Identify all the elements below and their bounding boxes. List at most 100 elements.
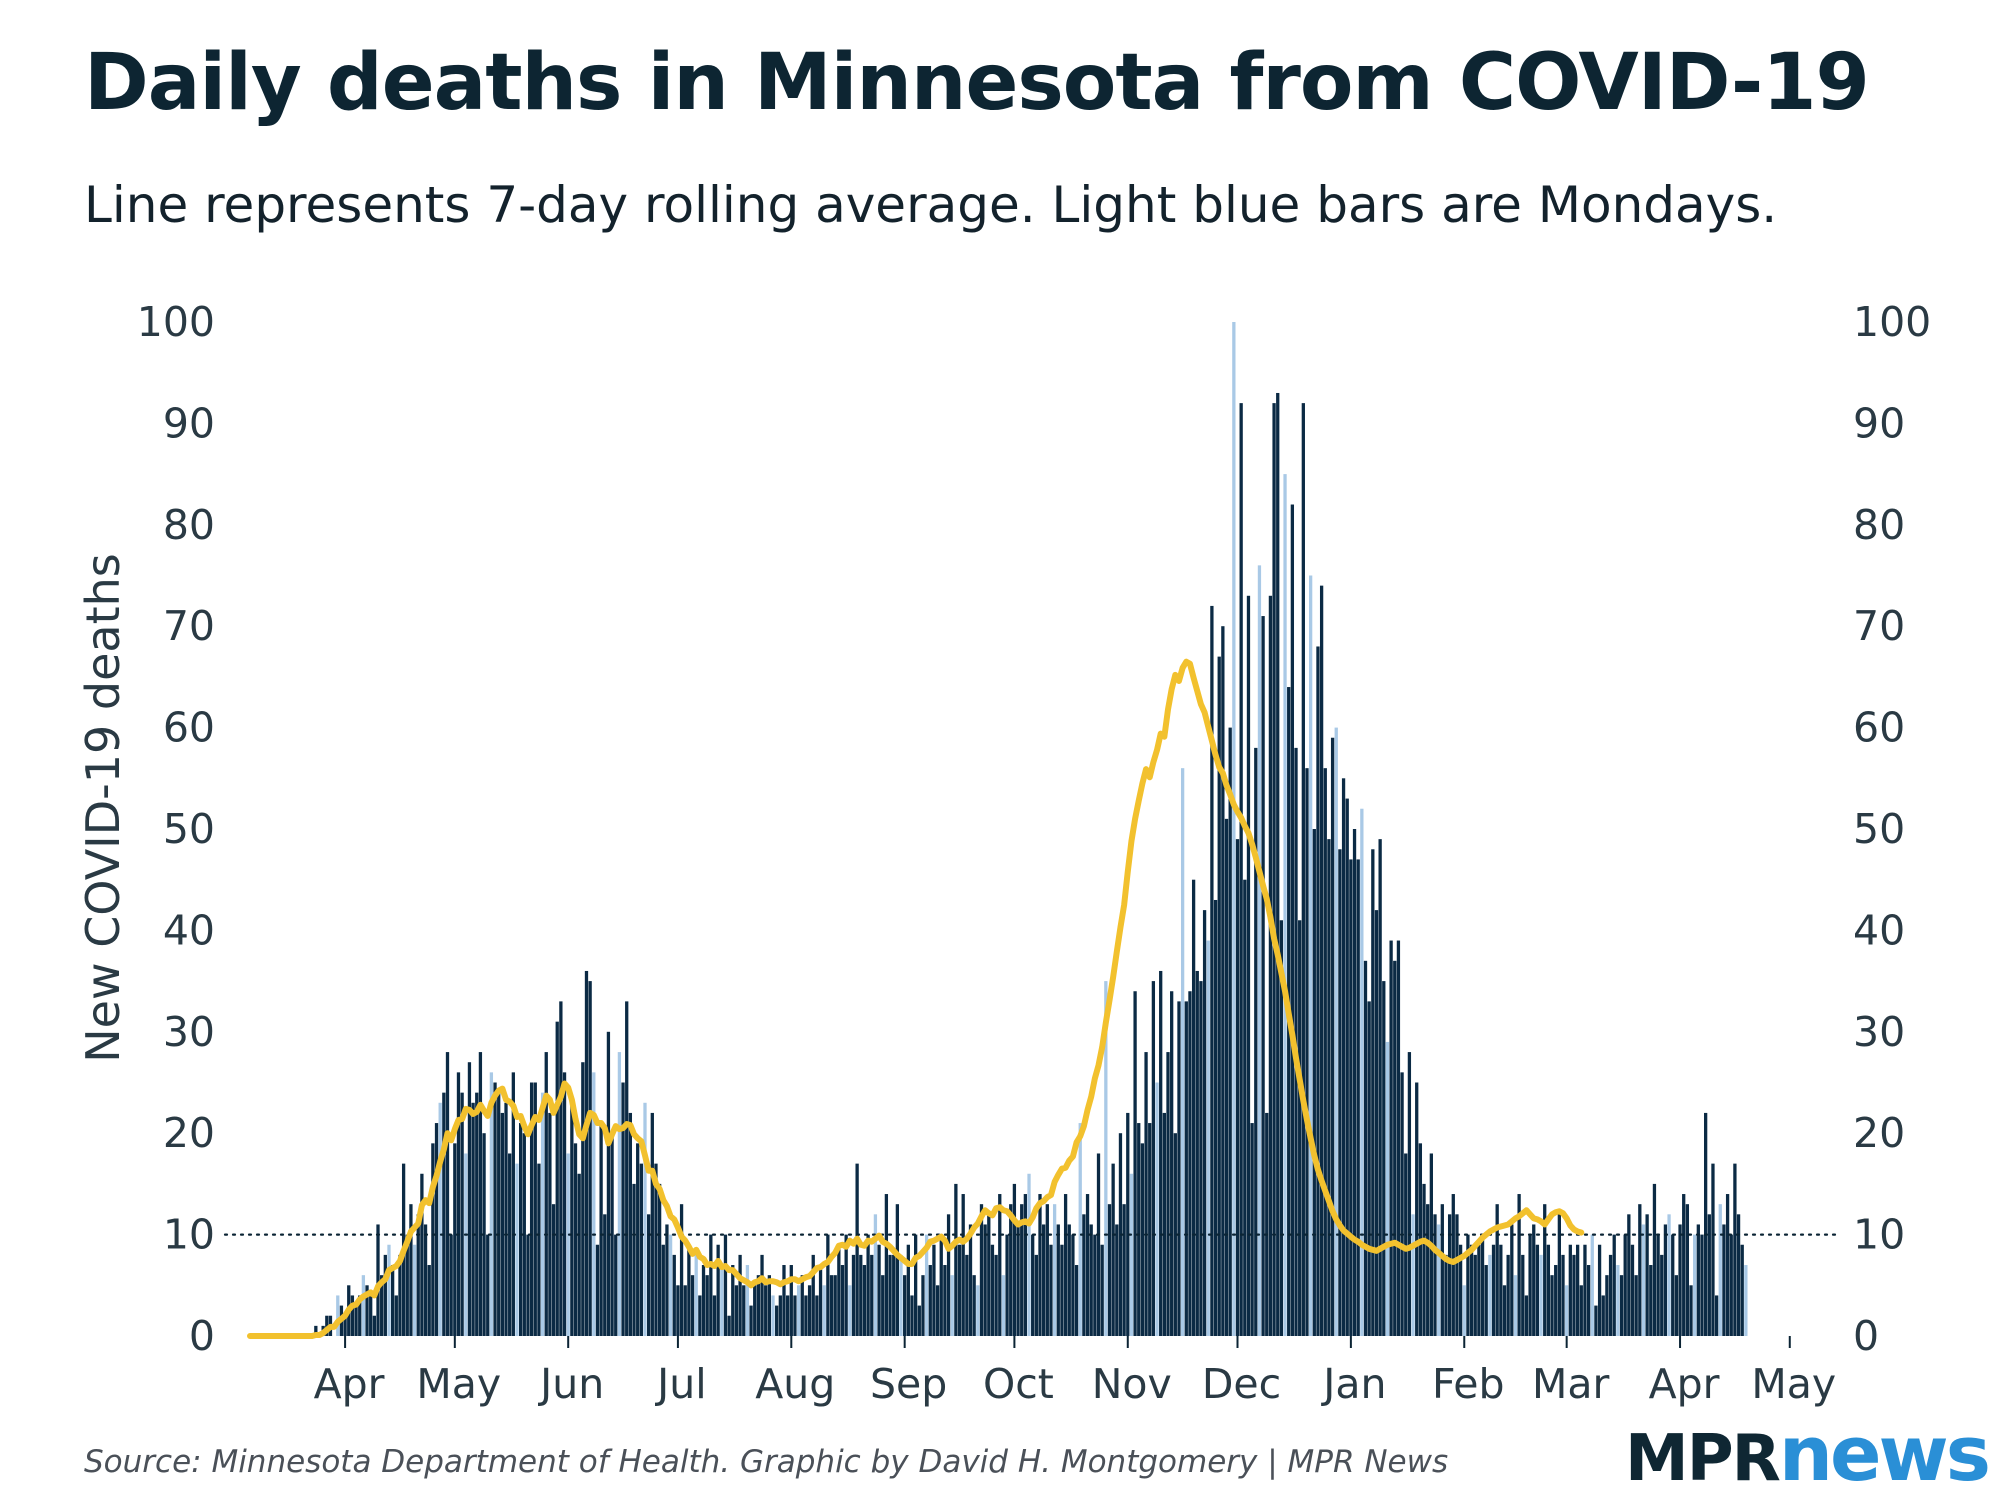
x-tick-label: Dec <box>1202 1360 1281 1408</box>
daily-bar <box>921 1275 925 1336</box>
daily-bar <box>1367 1001 1371 1336</box>
daily-bar <box>380 1275 384 1336</box>
daily-bar <box>504 1102 508 1336</box>
daily-bar <box>1104 981 1108 1336</box>
daily-bar <box>1532 1224 1536 1336</box>
daily-bar <box>1012 1183 1017 1336</box>
daily-bar <box>478 1052 483 1336</box>
daily-bar <box>848 1285 852 1336</box>
daily-bar <box>946 1214 951 1336</box>
daily-bar <box>1528 1234 1532 1336</box>
daily-bar <box>734 1285 739 1336</box>
daily-bar <box>420 1173 424 1336</box>
daily-bar <box>581 1062 585 1336</box>
daily-bar <box>1034 1254 1038 1336</box>
daily-bar <box>1543 1204 1547 1336</box>
daily-bar <box>1407 1052 1412 1336</box>
daily-bar <box>796 1285 801 1336</box>
x-tick-label: Oct <box>983 1360 1054 1408</box>
daily-bar <box>1590 1234 1594 1336</box>
daily-bar <box>1462 1285 1466 1336</box>
daily-bar <box>566 1153 570 1336</box>
daily-bar <box>811 1254 815 1336</box>
daily-bar <box>1400 1072 1404 1336</box>
daily-bar <box>1689 1285 1693 1336</box>
x-tick-label: Mar <box>1532 1360 1609 1408</box>
daily-bar <box>1671 1234 1675 1336</box>
daily-bar <box>548 1112 552 1336</box>
daily-bar <box>1001 1275 1006 1336</box>
daily-bar <box>1718 1204 1722 1336</box>
daily-bar <box>1045 1204 1049 1336</box>
daily-bar <box>1649 1265 1653 1336</box>
daily-bar <box>873 1214 878 1336</box>
daily-bar <box>1159 970 1163 1336</box>
daily-bar <box>464 1153 468 1336</box>
x-tick-label: Jun <box>537 1360 604 1408</box>
daily-bar <box>453 1143 457 1336</box>
daily-bar <box>1327 839 1331 1336</box>
daily-bar <box>325 1315 329 1336</box>
daily-bar <box>1137 1123 1141 1336</box>
daily-bar <box>1191 879 1196 1336</box>
daily-bar <box>932 1244 936 1336</box>
daily-bar <box>497 1092 501 1336</box>
daily-bar <box>756 1275 761 1336</box>
x-tick-label: Sep <box>870 1360 947 1408</box>
daily-bar <box>1309 575 1313 1336</box>
source-note: Source: Minnesota Department of Health. … <box>84 1444 1449 1480</box>
daily-bar <box>1363 960 1368 1336</box>
daily-bar <box>1049 1244 1053 1336</box>
daily-bar <box>877 1244 881 1336</box>
y-tick-label-left: 80 <box>163 501 215 549</box>
daily-bar <box>679 1204 684 1336</box>
daily-bar <box>1491 1244 1496 1336</box>
daily-bar <box>1660 1254 1664 1336</box>
daily-bar <box>434 1123 439 1336</box>
daily-bar <box>862 1265 867 1336</box>
daily-bar <box>1100 1244 1104 1336</box>
daily-bar <box>917 1305 921 1336</box>
daily-bar <box>1319 585 1324 1336</box>
daily-bar <box>1170 991 1174 1336</box>
daily-bar <box>314 1325 318 1336</box>
daily-bar <box>1502 1285 1507 1336</box>
daily-bar <box>760 1254 764 1336</box>
y-tick-label-right: 10 <box>1853 1211 1905 1259</box>
daily-bar <box>519 1123 523 1336</box>
daily-bar <box>1546 1244 1551 1336</box>
daily-bar <box>628 1112 633 1336</box>
daily-bar <box>1312 829 1316 1336</box>
daily-bar <box>1301 403 1305 1336</box>
daily-bar <box>456 1072 461 1336</box>
daily-bar <box>1539 1254 1543 1336</box>
y-tick-label-right: 100 <box>1853 298 1931 346</box>
daily-bar <box>460 1092 464 1336</box>
daily-bar <box>1469 1244 1474 1336</box>
x-tick-label: Apr <box>314 1360 385 1408</box>
covid-deaths-chart: 0 10 20 30 40 50 60 70 80 90 100 0 10 20 30 40 50 60 70 80… <box>76 298 1931 1408</box>
daily-bar <box>1422 1183 1426 1336</box>
y-tick-label-right: 20 <box>1853 1109 1905 1157</box>
daily-bar <box>475 1092 479 1336</box>
daily-bar <box>924 1234 929 1336</box>
daily-bar <box>369 1295 373 1336</box>
daily-bar <box>903 1275 907 1336</box>
y-axis-left: 0 10 20 30 40 50 60 70 80 90 100 <box>137 298 215 1360</box>
daily-bar <box>1089 1224 1093 1336</box>
mpr-news-logo: MPRnews <box>1625 1416 1991 1492</box>
daily-bar <box>837 1244 841 1336</box>
daily-bar <box>1371 849 1375 1336</box>
daily-bar <box>1725 1194 1730 1336</box>
daily-bar <box>1221 626 1225 1336</box>
daily-bar <box>1023 1194 1028 1336</box>
daily-bar <box>1385 1041 1390 1336</box>
daily-bar <box>1685 1204 1690 1336</box>
daily-bar <box>906 1244 910 1336</box>
daily-bar <box>361 1275 366 1336</box>
daily-bar <box>1210 605 1214 1336</box>
daily-bar <box>943 1265 947 1336</box>
daily-bar <box>343 1315 347 1336</box>
daily-bar <box>1554 1265 1558 1336</box>
daily-bar <box>888 1254 892 1336</box>
